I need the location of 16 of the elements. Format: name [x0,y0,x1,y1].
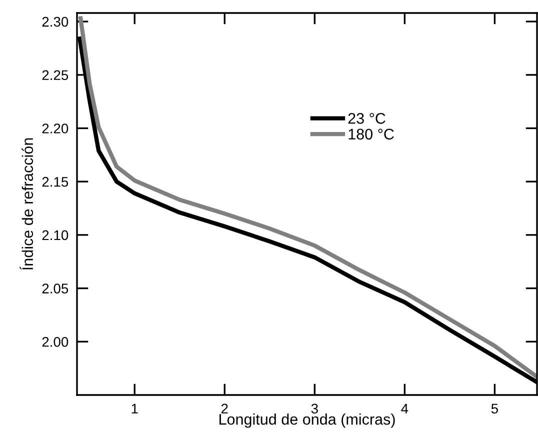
x-tick-label: 1 [132,404,138,414]
x-tick-label: 4 [401,404,408,414]
y-axis-title: Índice de refracción [20,138,34,270]
x-tick-label: 2 [221,404,228,414]
y-tick-label: 2.05 [42,284,68,294]
legend-label: 23 °C [348,113,386,124]
y-tick-label: 2.30 [42,16,68,27]
y-tick-label: 2.15 [42,176,68,187]
y-tick-label: 2.10 [42,230,68,240]
x-axis-title: Longitud de onda (micras) [220,414,395,428]
x-tick-label: 5 [491,404,498,414]
y-tick-label: 2.25 [42,70,68,80]
x-tick-label: 3 [311,404,318,414]
legend-label: 180 °C [348,128,394,140]
y-tick-label: 2.00 [42,336,68,347]
y-tick-label: 2.20 [42,124,68,134]
